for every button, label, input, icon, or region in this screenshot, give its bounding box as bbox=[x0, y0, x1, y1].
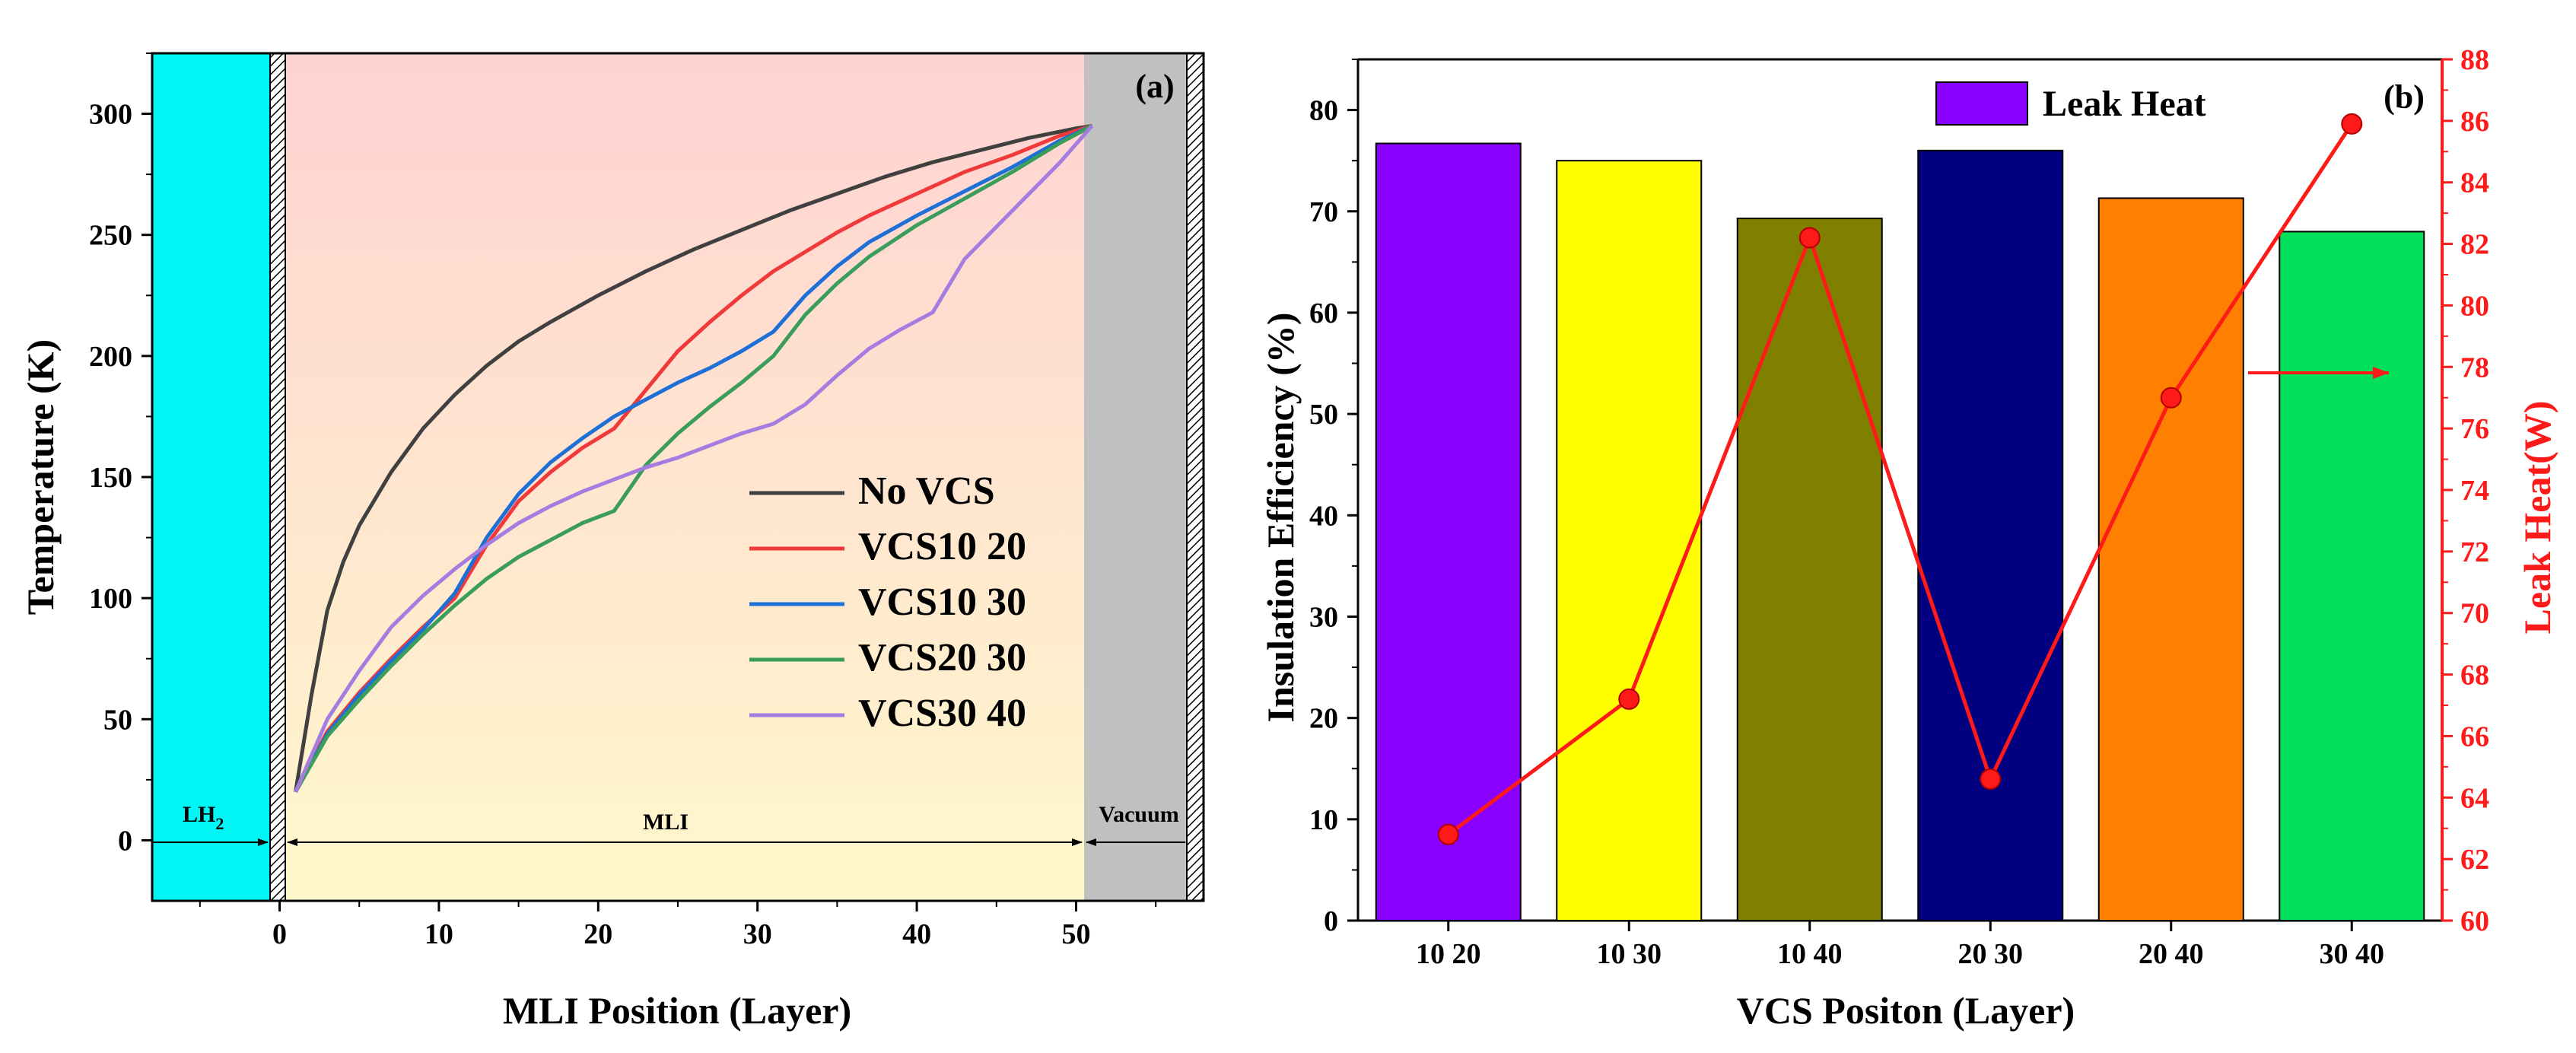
y2-tick-label: 70 bbox=[2460, 598, 2489, 630]
y2-tick-label: 62 bbox=[2460, 844, 2489, 876]
series-line-vcs30-40 bbox=[294, 124, 1094, 793]
bar-30-40 bbox=[2279, 231, 2425, 921]
leak-heat-point bbox=[1618, 688, 1640, 710]
panel-a-label: (a) bbox=[1135, 68, 1174, 105]
panel-b-leak-heat-series bbox=[1437, 113, 2363, 845]
x-tick-label: 50 bbox=[1061, 918, 1090, 950]
y-tick-label: 20 bbox=[1309, 703, 1338, 735]
series-line-vcs10-30 bbox=[294, 124, 1093, 793]
y2-tick-label: 88 bbox=[2460, 44, 2489, 76]
legend-entry-label: VCS30 40 bbox=[858, 692, 1026, 735]
y-tick-label: 10 bbox=[1309, 804, 1338, 836]
legend-entry-label: VCS20 30 bbox=[858, 636, 1026, 679]
bar-20-30 bbox=[1917, 149, 2064, 921]
panel-a-series bbox=[294, 124, 1094, 794]
y2-tick-label: 76 bbox=[2460, 413, 2489, 445]
panel-a-x-axis-title: MLI Position (Layer) bbox=[503, 989, 851, 1032]
y-tick-label: 200 bbox=[89, 341, 132, 373]
legend-label: Leak Heat bbox=[2043, 84, 2206, 124]
y2-tick-label: 80 bbox=[2460, 290, 2489, 322]
x-tick-label: 30 bbox=[743, 918, 772, 950]
y2-tick-label: 66 bbox=[2460, 721, 2489, 752]
series-line-vcs20-30 bbox=[294, 124, 1093, 794]
bar-20-40 bbox=[2097, 197, 2244, 921]
y-tick-label: 30 bbox=[1309, 601, 1338, 633]
x-tick-label: 10 40 bbox=[1777, 938, 1843, 970]
bar-10-40 bbox=[1736, 218, 1883, 922]
x-tick-label: 0 bbox=[272, 918, 287, 950]
bar-10-20 bbox=[1375, 142, 1522, 921]
region-mli bbox=[285, 53, 1084, 901]
panel-b-bar-chart: 0 10 20 30 40 50 60 70 80 60 62 64 66 68 70 72 74 76 78 80 8… bbox=[1259, 44, 2559, 1032]
x-tick-label: 40 bbox=[902, 918, 931, 950]
y-tick-label: 70 bbox=[1309, 196, 1338, 228]
x-tick-label: 10 30 bbox=[1597, 938, 1662, 970]
y-tick-label: 40 bbox=[1309, 500, 1338, 532]
x-tick-label: 10 bbox=[425, 918, 453, 950]
y-tick-label: 50 bbox=[103, 704, 132, 736]
panel-a-y-axis-title: Temperature (K) bbox=[19, 339, 62, 615]
wall-right-hatch bbox=[1186, 52, 1204, 902]
y-tick-label: 50 bbox=[1309, 399, 1338, 431]
panel-b-axes: 0 10 20 30 40 50 60 70 80 60 62 64 66 68 70 72 74 76 78 80 8… bbox=[1309, 44, 2489, 970]
y2-tick-label: 82 bbox=[2460, 229, 2489, 261]
y2-tick-label: 68 bbox=[2460, 660, 2489, 692]
y-tick-label: 0 bbox=[1324, 905, 1338, 937]
bar-10-30 bbox=[1556, 160, 1703, 922]
leak-heat-point bbox=[2160, 387, 2182, 409]
panel-a-legend: No VCS VCS10 20 VCS10 30 VCS20 30 VCS30 40 bbox=[749, 469, 1026, 735]
x-tick-label: 20 30 bbox=[1958, 938, 2024, 970]
y-tick-label: 150 bbox=[89, 462, 132, 494]
leak-heat-point bbox=[1798, 227, 1821, 249]
leak-heat-point bbox=[1980, 768, 2002, 791]
panel-b-y2-axis-title: Leak Heat(W) bbox=[2516, 401, 2559, 635]
y-tick-label: 100 bbox=[89, 583, 132, 615]
y2-tick-label: 60 bbox=[2460, 905, 2489, 937]
wall-left-hatch bbox=[269, 52, 286, 902]
panel-a-temperature-chart: 0 10 20 30 40 50 0 50 100 150 200 250 300 LH2 MLI Va… bbox=[19, 52, 1205, 1032]
y-tick-label: 80 bbox=[1309, 95, 1338, 127]
legend-swatch bbox=[1935, 81, 2028, 126]
y-tick-label: 300 bbox=[89, 99, 132, 131]
leak-heat-point bbox=[2341, 113, 2363, 135]
x-tick-label: 20 40 bbox=[2139, 938, 2204, 970]
mli-label: MLI bbox=[643, 810, 689, 835]
y2-tick-label: 64 bbox=[2460, 782, 2489, 814]
y2-tick-label: 78 bbox=[2460, 352, 2489, 383]
vacuum-label: Vacuum bbox=[1099, 802, 1179, 827]
y-tick-label: 250 bbox=[89, 220, 132, 252]
series-line-no-vcs bbox=[294, 124, 1092, 793]
legend-entry-label: VCS10 30 bbox=[858, 581, 1026, 624]
lh2-label: LH2 bbox=[183, 802, 224, 833]
y2-tick-label: 74 bbox=[2460, 475, 2489, 507]
y-tick-label: 60 bbox=[1309, 297, 1338, 329]
panel-b-label: (b) bbox=[2384, 78, 2425, 116]
y2-tick-label: 86 bbox=[2460, 106, 2489, 138]
panel-b-bars bbox=[1375, 142, 2425, 922]
leak-heat-point bbox=[1437, 823, 1459, 845]
x-tick-label: 10 20 bbox=[1416, 938, 1481, 970]
y2-tick-label: 72 bbox=[2460, 536, 2489, 568]
y-tick-label: 0 bbox=[118, 825, 132, 857]
region-lh2 bbox=[152, 53, 270, 901]
y2-tick-label: 84 bbox=[2460, 167, 2489, 199]
panel-b-x-axis-title: VCS Positon (Layer) bbox=[1737, 989, 2075, 1032]
x-tick-label: 30 40 bbox=[2320, 938, 2385, 970]
legend-entry-label: VCS10 20 bbox=[858, 525, 1026, 568]
panel-b-y-axis-title: Insulation Efficiency (%) bbox=[1259, 313, 1302, 723]
legend-entry-label: No VCS bbox=[858, 469, 995, 513]
leak-heat-line bbox=[1447, 122, 2354, 836]
x-tick-label: 20 bbox=[584, 918, 612, 950]
region-annotations: LH2 MLI Vacuum bbox=[152, 802, 1185, 846]
panel-a-axes: 0 10 20 30 40 50 0 50 100 150 200 250 300 bbox=[89, 52, 1205, 950]
region-vacuum bbox=[1084, 53, 1187, 901]
